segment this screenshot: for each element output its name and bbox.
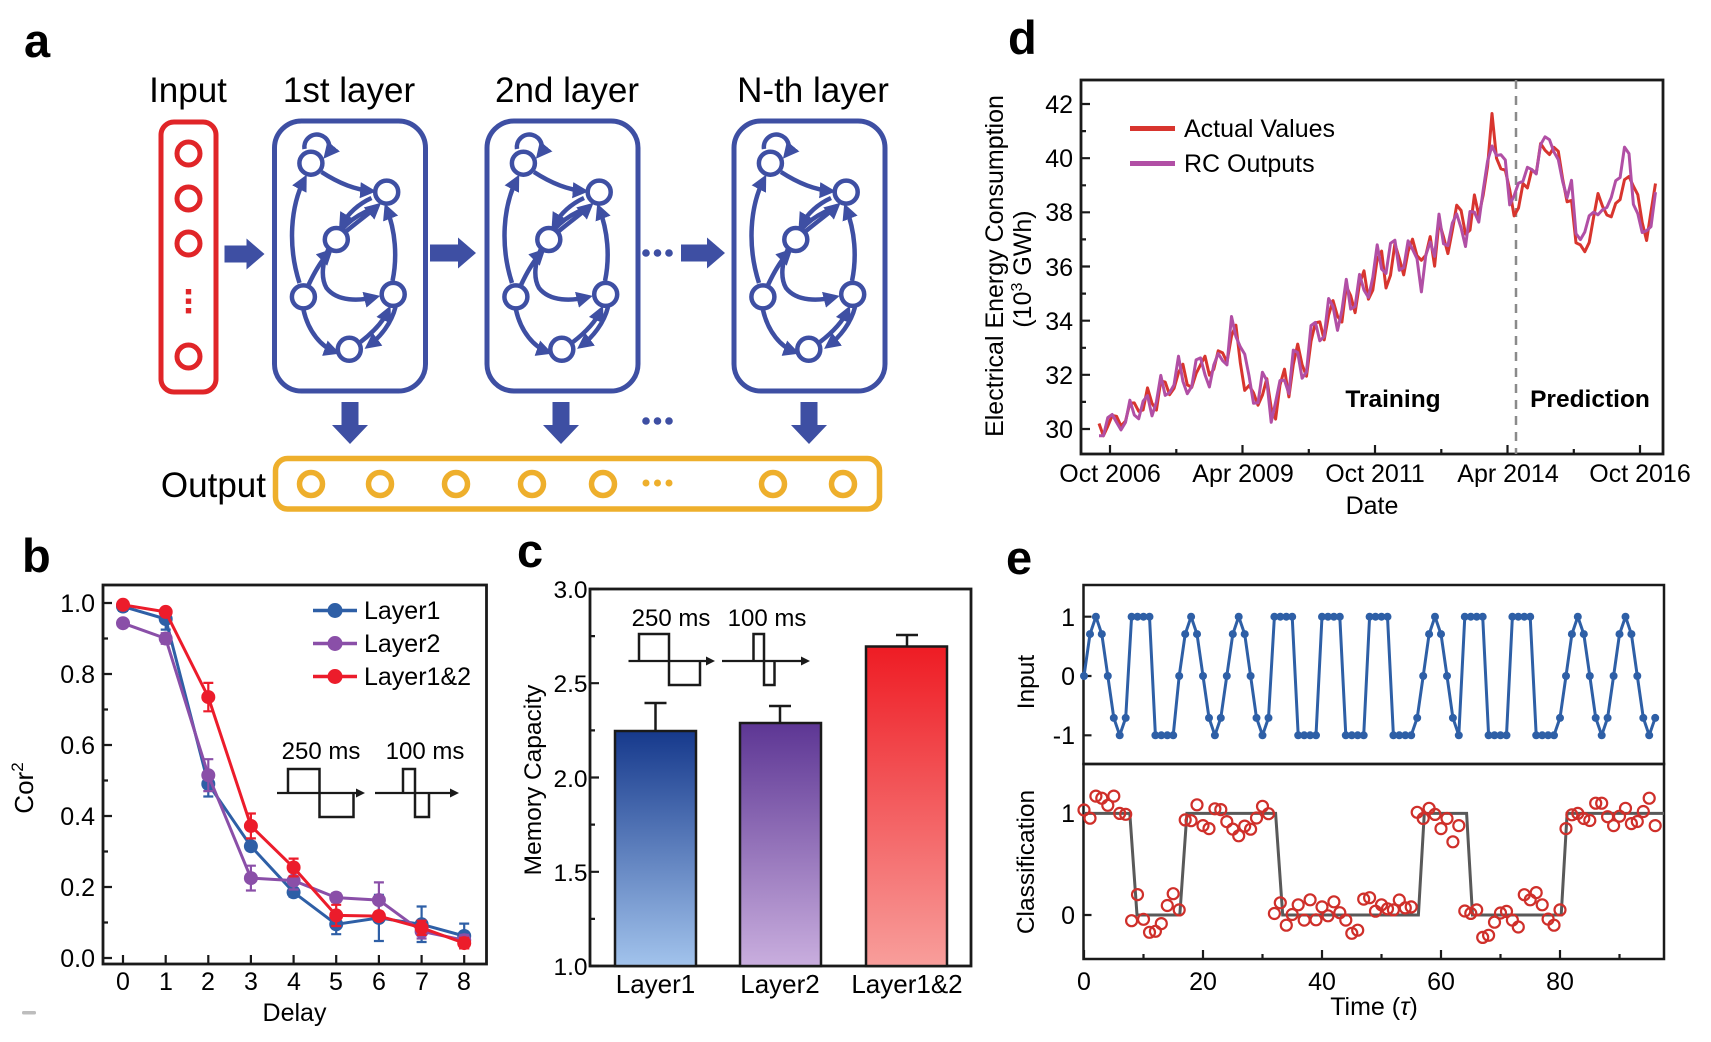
svg-text:b: b [22, 529, 51, 582]
svg-text:0.6: 0.6 [60, 732, 95, 760]
svg-text:2: 2 [201, 968, 215, 996]
svg-text:100 ms: 100 ms [386, 738, 465, 765]
svg-text:0.4: 0.4 [60, 803, 95, 831]
svg-text:Layer2: Layer2 [740, 969, 820, 999]
svg-text:1.0: 1.0 [60, 590, 95, 618]
svg-text:d: d [1008, 11, 1037, 64]
svg-text:2.0: 2.0 [553, 766, 587, 793]
svg-text:Layer1: Layer1 [364, 597, 440, 625]
svg-text:Oct 2006: Oct 2006 [1059, 460, 1160, 488]
svg-text:N-th layer: N-th layer [737, 71, 889, 110]
svg-text:Input: Input [149, 71, 227, 110]
svg-text:0.2: 0.2 [60, 874, 95, 902]
svg-text:38: 38 [1045, 199, 1073, 227]
svg-text:e: e [1006, 531, 1032, 584]
svg-text:a: a [24, 14, 51, 67]
svg-text:Classification: Classification [1013, 790, 1040, 934]
svg-text:32: 32 [1045, 362, 1073, 390]
svg-text:20: 20 [1189, 968, 1217, 996]
svg-text:8: 8 [457, 968, 471, 996]
svg-text:Actual Values: Actual Values [1184, 115, 1335, 143]
svg-text:(103 GWh): (103 GWh) [1009, 210, 1037, 327]
svg-text:Output: Output [161, 466, 266, 505]
svg-text:Layer1&2: Layer1&2 [364, 663, 471, 691]
svg-text:Electrical Energy Consumption: Electrical Energy Consumption [981, 95, 1009, 437]
svg-text:6: 6 [372, 968, 386, 996]
svg-text:Layer2: Layer2 [364, 630, 440, 658]
svg-text:42: 42 [1045, 91, 1073, 119]
svg-text:Oct 2011: Oct 2011 [1325, 460, 1425, 488]
svg-text:Layer1: Layer1 [616, 969, 696, 999]
svg-text:Date: Date [1346, 492, 1399, 520]
svg-text:Memory Capacity: Memory Capacity [520, 684, 547, 875]
svg-text:c: c [517, 524, 543, 577]
svg-text:7: 7 [415, 968, 429, 996]
svg-text:0.8: 0.8 [60, 661, 95, 689]
svg-text:60: 60 [1427, 968, 1455, 996]
svg-text:100 ms: 100 ms [728, 605, 807, 632]
svg-text:5: 5 [329, 968, 343, 996]
svg-text:1: 1 [159, 968, 173, 996]
svg-text:Training: Training [1345, 386, 1440, 413]
svg-text:Prediction: Prediction [1530, 386, 1650, 413]
svg-text:40: 40 [1045, 145, 1073, 173]
svg-text:2.5: 2.5 [553, 671, 587, 698]
svg-text:Layer1&2: Layer1&2 [851, 969, 962, 999]
svg-text:3: 3 [244, 968, 258, 996]
svg-text:Time (τ): Time (τ) [1330, 993, 1418, 1021]
svg-text:0.0: 0.0 [60, 945, 95, 973]
svg-text:34: 34 [1045, 308, 1073, 336]
svg-text:1.5: 1.5 [553, 860, 587, 887]
svg-text:Input: Input [1013, 655, 1040, 710]
svg-text:Oct 2016: Oct 2016 [1589, 460, 1690, 488]
svg-text:Apr 2014: Apr 2014 [1457, 460, 1559, 488]
svg-text:0: 0 [116, 968, 130, 996]
svg-text:250 ms: 250 ms [282, 738, 361, 765]
svg-text:36: 36 [1045, 254, 1073, 282]
svg-text:4: 4 [287, 968, 301, 996]
svg-text:RC Outputs: RC Outputs [1184, 150, 1315, 178]
svg-text:1.0: 1.0 [553, 954, 587, 981]
svg-text:2nd layer: 2nd layer [495, 71, 639, 110]
svg-text:Delay: Delay [263, 999, 327, 1027]
svg-text:1: 1 [1061, 800, 1075, 828]
svg-text:3.0: 3.0 [553, 577, 587, 604]
svg-text:80: 80 [1546, 968, 1574, 996]
svg-text:30: 30 [1045, 416, 1073, 444]
svg-text:0: 0 [1061, 902, 1075, 930]
svg-text:250 ms: 250 ms [632, 605, 711, 632]
svg-text:40: 40 [1308, 968, 1336, 996]
svg-text:1: 1 [1061, 604, 1075, 632]
svg-text:0: 0 [1077, 968, 1091, 996]
svg-text:-1: -1 [1053, 722, 1075, 750]
svg-text:Apr 2009: Apr 2009 [1192, 460, 1293, 488]
svg-text:1st layer: 1st layer [283, 71, 416, 110]
svg-text:0: 0 [1061, 663, 1075, 691]
